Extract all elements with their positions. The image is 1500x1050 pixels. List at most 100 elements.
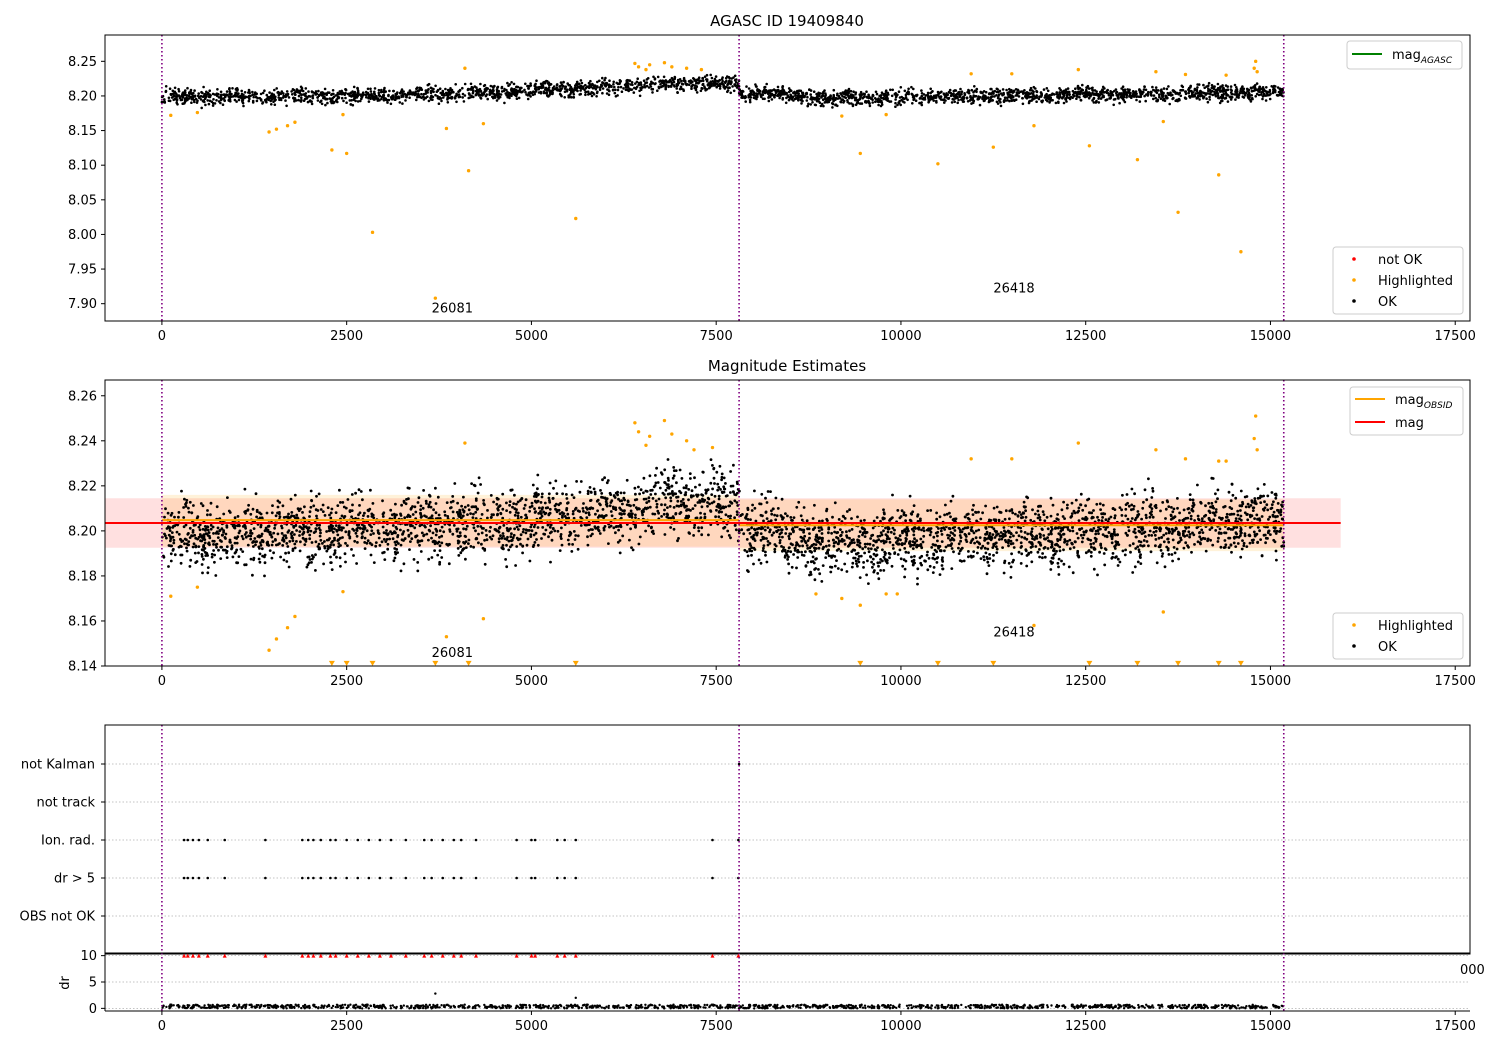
ok-point xyxy=(330,541,333,544)
ok-point xyxy=(222,530,226,534)
ok-point xyxy=(306,528,310,532)
ok-point xyxy=(328,97,332,100)
ok-point xyxy=(432,90,435,94)
ok-point xyxy=(1029,95,1032,99)
ok-point xyxy=(950,101,954,104)
ok-point xyxy=(1109,94,1113,98)
ok-point xyxy=(658,486,662,490)
ok-point xyxy=(458,95,462,99)
ok-point xyxy=(581,87,585,90)
ok-point xyxy=(898,96,902,99)
ok-point xyxy=(1273,88,1276,91)
ok-point xyxy=(1154,86,1158,89)
ok-point xyxy=(361,527,365,531)
ok-point xyxy=(255,508,259,512)
highlighted-point xyxy=(481,121,486,126)
ok-point xyxy=(521,544,525,548)
ok-point xyxy=(434,533,438,537)
ok-point xyxy=(326,506,330,510)
ok-point xyxy=(653,77,657,80)
ok-point xyxy=(329,555,332,559)
ok-point xyxy=(295,529,298,532)
ok-point xyxy=(568,88,572,91)
ok-point xyxy=(596,80,599,84)
ok-point xyxy=(769,94,773,97)
ok-point xyxy=(820,94,824,98)
ok-point xyxy=(575,480,578,483)
ok-point xyxy=(784,101,788,105)
ok-point xyxy=(665,512,669,516)
ok-point xyxy=(1129,91,1132,95)
ok-point xyxy=(406,528,410,532)
ok-point xyxy=(1127,89,1131,92)
ok-point xyxy=(461,96,465,99)
ok-point xyxy=(695,91,699,94)
ok-point xyxy=(175,99,179,102)
ok-point xyxy=(202,99,205,103)
ok-point xyxy=(386,533,389,537)
ok-point xyxy=(189,558,193,562)
ok-point xyxy=(523,503,527,507)
ok-point xyxy=(805,91,808,95)
ok-point xyxy=(345,101,348,104)
ok-point xyxy=(1233,83,1237,87)
ok-point xyxy=(378,99,381,102)
ok-point xyxy=(907,87,910,91)
ok-point xyxy=(354,99,357,103)
ok-point xyxy=(173,553,177,557)
ok-point xyxy=(466,87,470,91)
ok-point xyxy=(336,95,340,99)
ok-point xyxy=(951,97,954,101)
ok-point xyxy=(366,87,370,91)
ok-point xyxy=(616,490,619,494)
ok-point xyxy=(748,98,752,102)
x-tick-label: 10000 xyxy=(880,329,921,344)
ok-point xyxy=(637,81,641,85)
ok-point xyxy=(471,505,475,509)
ok-point xyxy=(984,90,988,94)
ok-point xyxy=(752,93,756,97)
ok-point xyxy=(474,497,478,501)
ok-point xyxy=(356,100,360,103)
ok-point xyxy=(717,506,721,509)
ok-point xyxy=(483,538,486,542)
ok-point xyxy=(1045,92,1048,96)
ok-point xyxy=(973,95,977,98)
ok-point xyxy=(679,491,683,495)
ok-point xyxy=(494,528,498,532)
ok-point xyxy=(717,497,721,501)
ok-point xyxy=(541,526,545,529)
ok-point xyxy=(398,91,402,95)
ok-point xyxy=(172,94,176,98)
ok-point xyxy=(184,523,188,527)
ok-point xyxy=(1121,94,1124,97)
ok-point xyxy=(695,85,698,88)
ok-point xyxy=(506,81,509,85)
ok-point xyxy=(319,91,323,94)
ok-point xyxy=(697,81,701,84)
ok-point xyxy=(163,101,167,104)
ok-point xyxy=(325,530,328,533)
ok-point xyxy=(164,534,167,538)
ok-point xyxy=(747,96,750,99)
ok-point xyxy=(279,92,283,96)
ok-point xyxy=(587,513,591,517)
ok-point xyxy=(598,88,602,92)
ok-point xyxy=(342,516,346,519)
ok-point xyxy=(533,499,537,503)
ok-point xyxy=(965,97,969,100)
ok-point xyxy=(514,511,518,514)
ok-point xyxy=(200,553,204,556)
ok-point xyxy=(415,98,418,102)
ok-point xyxy=(179,537,182,541)
ok-point xyxy=(589,79,592,83)
ok-point xyxy=(631,548,635,552)
ok-point xyxy=(685,83,689,86)
ok-point xyxy=(336,504,340,507)
ok-point xyxy=(435,90,439,93)
ok-point xyxy=(255,515,258,519)
ok-point xyxy=(729,491,732,494)
ok-point xyxy=(311,94,315,98)
ok-point xyxy=(1224,92,1228,95)
ok-point xyxy=(886,91,890,95)
